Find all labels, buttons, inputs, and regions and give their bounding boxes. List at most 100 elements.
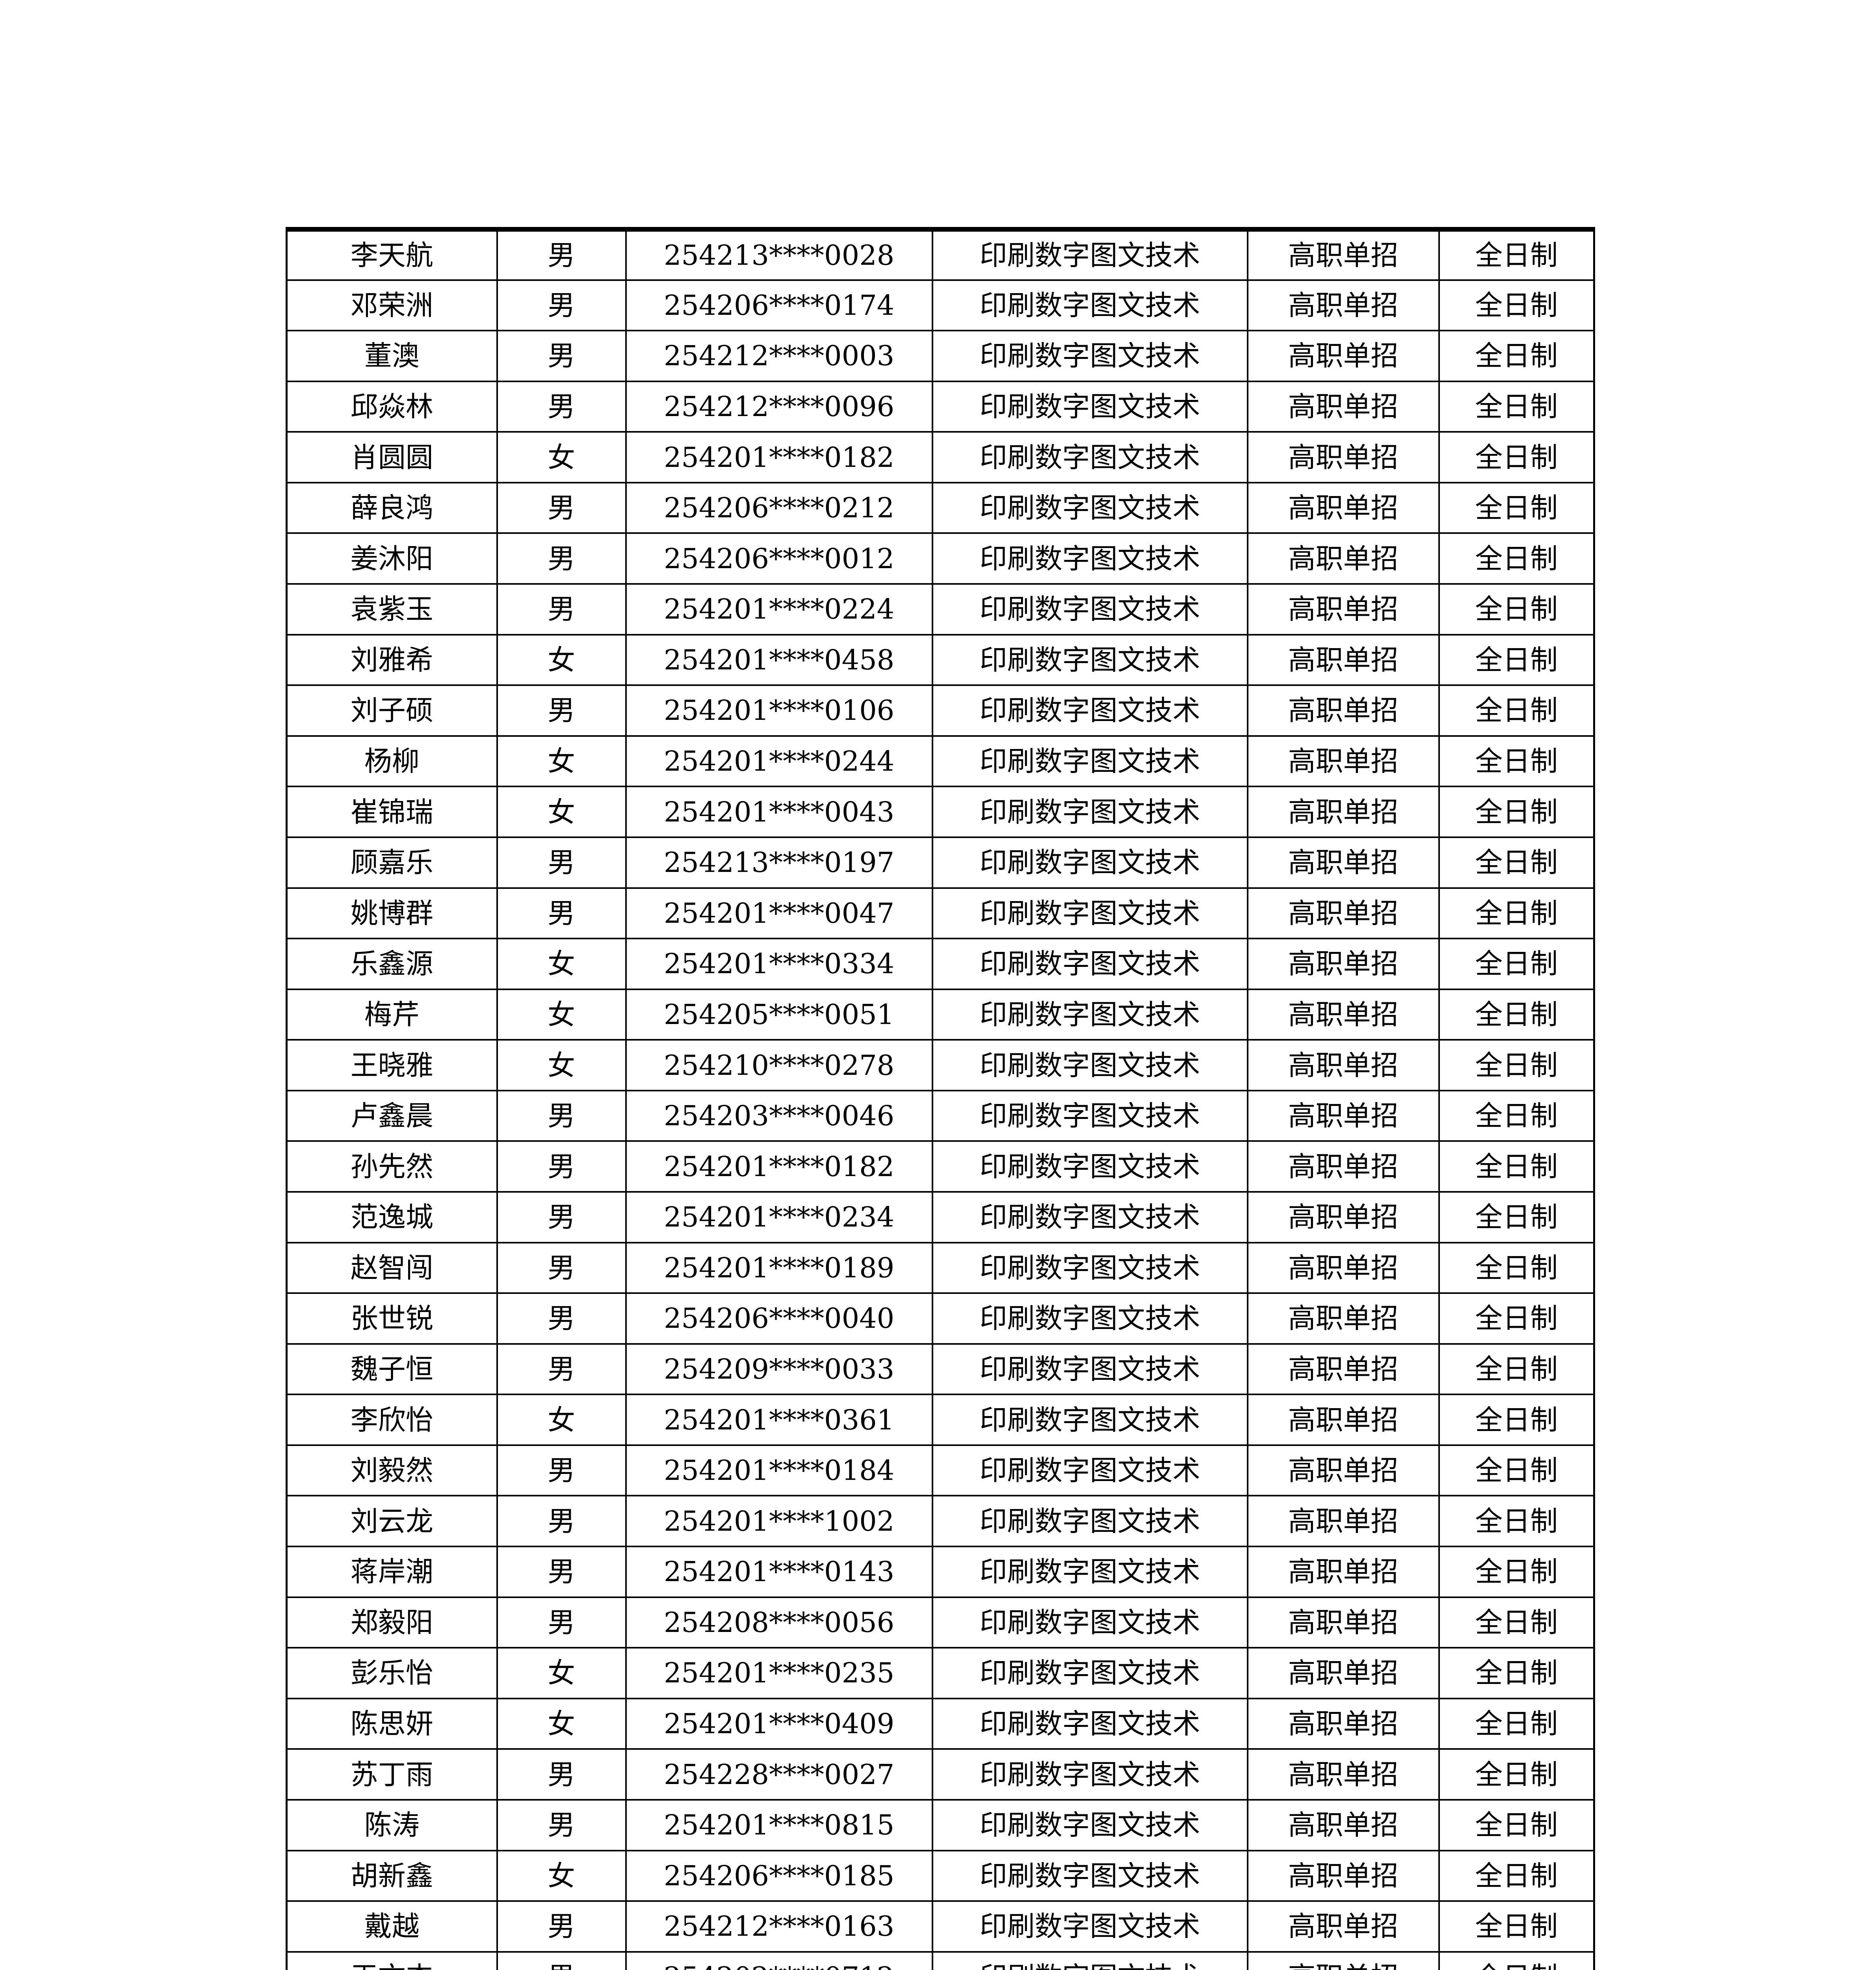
cell-enrollment-type: 高职单招 [1246,1444,1440,1497]
cell-id-masked: 254212****0163 [625,1900,933,1953]
cell-name: 乐鑫源 [286,938,498,990]
cell-name: 李欣怡 [286,1394,498,1446]
cell-enrollment-type: 高职单招 [1246,1951,1440,1970]
cell-major: 印刷数字图文技术 [931,532,1248,585]
cell-gender: 男 [496,1444,627,1497]
cell-gender: 男 [496,1140,627,1193]
cell-major: 印刷数字图文技术 [931,229,1248,281]
cell-study-mode: 全日制 [1438,1697,1595,1750]
cell-major: 印刷数字图文技术 [931,481,1248,534]
cell-study-mode: 全日制 [1438,634,1595,686]
cell-gender: 男 [496,684,627,737]
cell-name: 苏丁雨 [286,1748,498,1801]
cell-id-masked: 254201****0189 [625,1241,933,1294]
cell-gender: 女 [496,1647,627,1699]
cell-id-masked: 254201****0184 [625,1444,933,1497]
cell-enrollment-type: 高职单招 [1246,229,1440,281]
cell-major: 印刷数字图文技术 [931,1444,1248,1497]
cell-id-masked: 254201****0815 [625,1799,933,1851]
cell-gender: 男 [496,1495,627,1548]
cell-major: 印刷数字图文技术 [931,431,1248,483]
cell-id-masked: 254201****0361 [625,1394,933,1446]
cell-study-mode: 全日制 [1438,1089,1595,1142]
cell-major: 印刷数字图文技术 [931,330,1248,382]
cell-gender: 男 [496,836,627,889]
cell-enrollment-type: 高职单招 [1246,1546,1440,1598]
table-row: 魏子恒男 254209****0033 印刷数字图文技术 高职单招 全日制 [286,1343,1595,1396]
cell-gender: 男 [496,1292,627,1345]
cell-id-masked: 254201****1002 [625,1495,933,1548]
cell-name: 孙先然 [286,1140,498,1193]
cell-study-mode: 全日制 [1438,1900,1595,1953]
cell-enrollment-type: 高职单招 [1246,684,1440,737]
cell-id-masked: 254201****0409 [625,1697,933,1750]
table-row: 肖圆圆女 254201****0182 印刷数字图文技术 高职单招 全日制 [286,431,1595,483]
cell-study-mode: 全日制 [1438,1292,1595,1345]
cell-name: 刘子硕 [286,684,498,737]
cell-id-masked: 254201****0143 [625,1546,933,1598]
cell-gender: 女 [496,988,627,1041]
cell-major: 印刷数字图文技术 [931,1292,1248,1345]
roster-table-body: 李天航男 254213****0028 印刷数字图文技术 高职单招 全日制 邓荣洲男 254… [286,229,1595,1970]
cell-id-masked: 254201****0458 [625,634,933,686]
cell-name: 王文杰 [286,1951,498,1970]
cell-id-masked: 254201****0234 [625,1191,933,1243]
cell-enrollment-type: 高职单招 [1246,1343,1440,1396]
cell-id-masked: 254201****0182 [625,1140,933,1193]
cell-major: 印刷数字图文技术 [931,786,1248,838]
cell-id-masked: 254206****0212 [625,481,933,534]
table-row: 张世锐男 254206****0040 印刷数字图文技术 高职单招 全日制 [286,1292,1595,1345]
cell-study-mode: 全日制 [1438,1799,1595,1851]
cell-major: 印刷数字图文技术 [931,1748,1248,1801]
cell-study-mode: 全日制 [1438,229,1595,281]
cell-name: 薛良鸿 [286,481,498,534]
table-row: 王晓雅女 254210****0278 印刷数字图文技术 高职单招 全日制 [286,1039,1595,1091]
cell-study-mode: 全日制 [1438,684,1595,737]
cell-name: 魏子恒 [286,1343,498,1396]
cell-major: 印刷数字图文技术 [931,583,1248,636]
cell-major: 印刷数字图文技术 [931,938,1248,990]
cell-enrollment-type: 高职单招 [1246,279,1440,332]
cell-name: 邱焱林 [286,380,498,433]
cell-study-mode: 全日制 [1438,330,1595,382]
cell-gender: 女 [496,786,627,838]
cell-enrollment-type: 高职单招 [1246,1292,1440,1345]
cell-study-mode: 全日制 [1438,786,1595,838]
cell-id-masked: 254202****0712 [625,1951,933,1970]
cell-study-mode: 全日制 [1438,1444,1595,1497]
cell-gender: 男 [496,532,627,585]
cell-study-mode: 全日制 [1438,735,1595,788]
cell-enrollment-type: 高职单招 [1246,1191,1440,1243]
cell-name: 邓荣洲 [286,279,498,332]
cell-study-mode: 全日制 [1438,887,1595,940]
table-row: 范逸城男 254201****0234 印刷数字图文技术 高职单招 全日制 [286,1191,1595,1243]
table-row: 姜沐阳男 254206****0012 印刷数字图文技术 高职单招 全日制 [286,532,1595,585]
table-row: 卢鑫晨男 254203****0046 印刷数字图文技术 高职单招 全日制 [286,1089,1595,1142]
cell-major: 印刷数字图文技术 [931,1596,1248,1649]
cell-enrollment-type: 高职单招 [1246,938,1440,990]
cell-study-mode: 全日制 [1438,481,1595,534]
cell-gender: 男 [496,481,627,534]
cell-enrollment-type: 高职单招 [1246,988,1440,1041]
cell-gender: 男 [496,1900,627,1953]
cell-gender: 男 [496,887,627,940]
table-row: 袁紫玉男 254201****0224 印刷数字图文技术 高职单招 全日制 [286,583,1595,636]
table-row: 梅芹女 254205****0051 印刷数字图文技术 高职单招 全日制 [286,988,1595,1041]
table-row: 蒋岸潮男 254201****0143 印刷数字图文技术 高职单招 全日制 [286,1546,1595,1598]
cell-enrollment-type: 高职单招 [1246,1697,1440,1750]
cell-study-mode: 全日制 [1438,1394,1595,1446]
cell-id-masked: 254206****0040 [625,1292,933,1345]
table-row: 苏丁雨男 254228****0027 印刷数字图文技术 高职单招 全日制 [286,1748,1595,1801]
cell-enrollment-type: 高职单招 [1246,532,1440,585]
cell-name: 顾嘉乐 [286,836,498,889]
cell-gender: 女 [496,1039,627,1091]
cell-major: 印刷数字图文技术 [931,1039,1248,1091]
cell-enrollment-type: 高职单招 [1246,1647,1440,1699]
cell-id-masked: 254203****0046 [625,1089,933,1142]
table-row: 彭乐怡女 254201****0235 印刷数字图文技术 高职单招 全日制 [286,1647,1595,1699]
cell-enrollment-type: 高职单招 [1246,735,1440,788]
cell-enrollment-type: 高职单招 [1246,1241,1440,1294]
cell-gender: 男 [496,1089,627,1142]
cell-id-masked: 254201****0334 [625,938,933,990]
cell-name: 卢鑫晨 [286,1089,498,1142]
